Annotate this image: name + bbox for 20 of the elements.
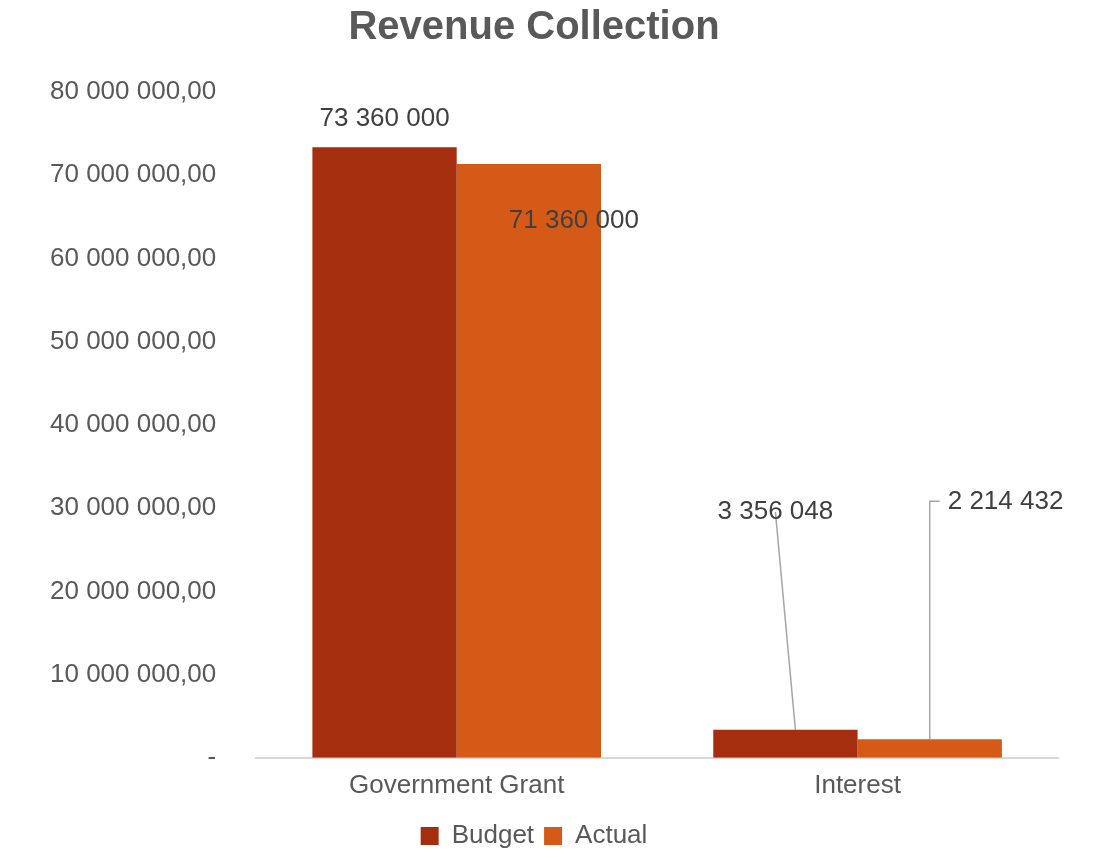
- y-tick-label: 80 000 000,00: [49, 75, 217, 106]
- y-tick-label: 70 000 000,00: [49, 158, 217, 189]
- y-tick-label: -: [207, 740, 217, 771]
- data-label: 73 360 000: [319, 102, 450, 133]
- y-tick-label: 10 000 000,00: [49, 657, 217, 688]
- y-tick-label: 50 000 000,00: [49, 324, 217, 355]
- x-tick-label: Interest: [814, 768, 902, 799]
- bar: [713, 729, 858, 758]
- y-tick-label: 60 000 000,00: [49, 241, 217, 272]
- legend-label: Actual: [575, 819, 648, 850]
- data-label: 3 356 048: [717, 495, 834, 526]
- bar: [857, 739, 1002, 758]
- bar: [312, 147, 457, 758]
- x-tick-label: Government Grant: [349, 768, 566, 799]
- chart-title: Revenue Collection: [348, 3, 720, 48]
- legend-label: Budget: [451, 819, 535, 850]
- data-label: 2 214 432: [947, 484, 1064, 515]
- y-tick-label: 20 000 000,00: [49, 574, 217, 605]
- y-tick-label: 30 000 000,00: [49, 491, 217, 522]
- y-tick-label: 40 000 000,00: [49, 408, 217, 439]
